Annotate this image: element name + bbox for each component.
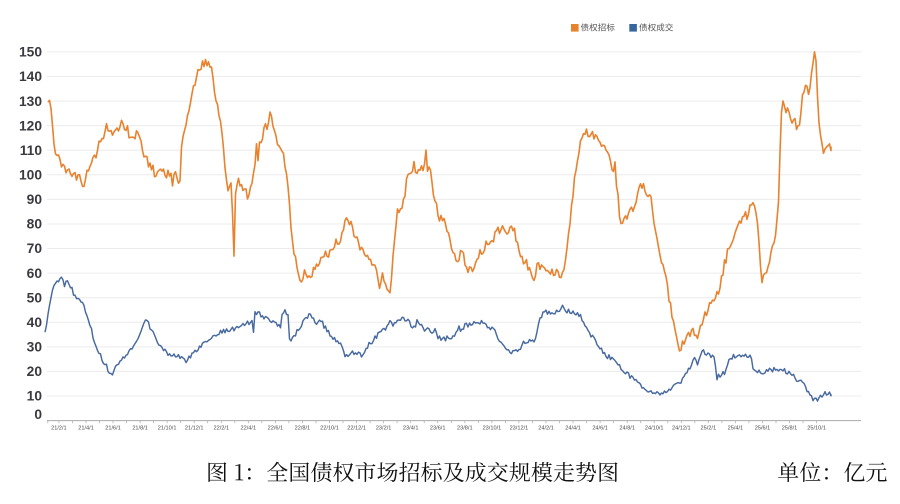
svg-text:0: 0 — [34, 407, 42, 422]
svg-text:23/12/1: 23/12/1 — [510, 426, 529, 432]
svg-text:22/4/1: 22/4/1 — [241, 426, 257, 432]
svg-text:22/12/1: 22/12/1 — [347, 426, 366, 432]
svg-text:25/2/1: 25/2/1 — [701, 426, 717, 432]
svg-text:130: 130 — [19, 94, 42, 109]
svg-text:22/10/1: 22/10/1 — [320, 426, 339, 432]
svg-text:90: 90 — [27, 192, 43, 207]
svg-text:24/12/1: 24/12/1 — [672, 426, 691, 432]
svg-text:100: 100 — [19, 168, 42, 183]
svg-text:140: 140 — [19, 69, 42, 84]
svg-text:80: 80 — [27, 217, 43, 232]
svg-text:50: 50 — [27, 290, 43, 305]
svg-text:21/8/1: 21/8/1 — [132, 426, 148, 432]
svg-text:24/10/1: 24/10/1 — [645, 426, 664, 432]
svg-text:150: 150 — [19, 45, 42, 60]
svg-text:40: 40 — [27, 315, 43, 330]
svg-text:24/8/1: 24/8/1 — [619, 426, 635, 432]
svg-text:23/4/1: 23/4/1 — [403, 426, 419, 432]
svg-text:25/10/1: 25/10/1 — [807, 426, 826, 432]
svg-text:25/4/1: 25/4/1 — [728, 426, 744, 432]
svg-text:24/2/1: 24/2/1 — [538, 426, 554, 432]
svg-text:70: 70 — [27, 241, 43, 256]
svg-text:22/8/1: 22/8/1 — [295, 426, 311, 432]
svg-text:25/8/1: 25/8/1 — [782, 426, 798, 432]
svg-text:23/6/1: 23/6/1 — [430, 426, 446, 432]
svg-text:21/2/1: 21/2/1 — [51, 426, 67, 432]
svg-text:20: 20 — [27, 364, 43, 379]
svg-text:60: 60 — [27, 266, 43, 281]
svg-text:25/6/1: 25/6/1 — [755, 426, 771, 432]
svg-text:21/4/1: 21/4/1 — [78, 426, 94, 432]
svg-text:23/8/1: 23/8/1 — [457, 426, 473, 432]
svg-text:24/4/1: 24/4/1 — [565, 426, 581, 432]
svg-text:21/10/1: 21/10/1 — [158, 426, 177, 432]
svg-text:110: 110 — [20, 143, 43, 158]
svg-text:21/6/1: 21/6/1 — [105, 426, 121, 432]
svg-text:23/2/1: 23/2/1 — [376, 426, 392, 432]
svg-text:23/10/1: 23/10/1 — [483, 426, 502, 432]
svg-text:10: 10 — [27, 389, 43, 404]
svg-text:24/6/1: 24/6/1 — [592, 426, 608, 432]
svg-text:22/2/1: 22/2/1 — [214, 426, 230, 432]
svg-text:30: 30 — [27, 340, 43, 355]
svg-text:120: 120 — [19, 118, 42, 133]
svg-text:22/6/1: 22/6/1 — [268, 426, 284, 432]
svg-text:21/12/1: 21/12/1 — [185, 426, 204, 432]
